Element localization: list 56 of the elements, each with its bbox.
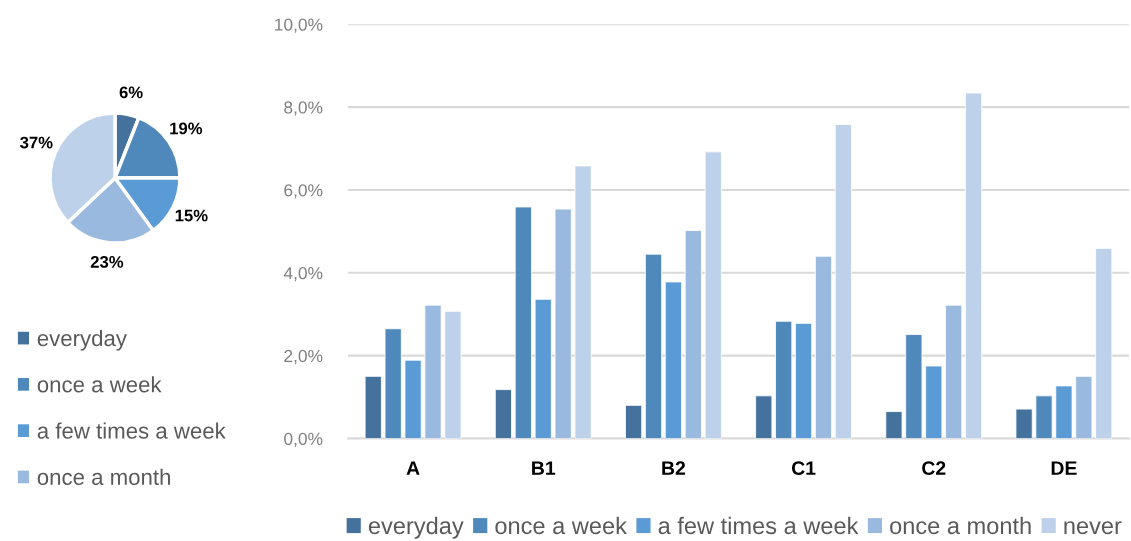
legend-label: once a week <box>37 376 162 393</box>
x-tick-label: B1 <box>532 461 556 475</box>
legend-label: once a month <box>37 468 170 486</box>
bar <box>364 375 382 439</box>
bar <box>834 124 852 439</box>
legend-label: a few times a week <box>658 516 859 535</box>
y-tick-label: 2,0% <box>284 349 323 365</box>
y-tick-label: 4,0% <box>283 266 323 282</box>
y-tick-label: 0,0% <box>284 432 323 448</box>
data-label: 37% <box>20 136 53 149</box>
bar <box>1035 395 1053 439</box>
bar <box>554 208 572 439</box>
bar <box>945 304 963 439</box>
y-tick-label: 8,0% <box>284 101 323 116</box>
bar <box>925 365 943 439</box>
bar <box>664 281 682 439</box>
legend-label: once a week <box>495 516 627 535</box>
x-tick-label: C2 <box>922 461 946 475</box>
bar <box>755 395 773 439</box>
bar <box>814 255 833 439</box>
bar <box>1095 247 1113 439</box>
bar <box>704 151 722 439</box>
legend-label: everyday <box>368 516 464 539</box>
data-label: 23% <box>90 256 124 268</box>
x-tick-label: B2 <box>662 461 686 475</box>
bar <box>574 165 592 439</box>
y-tick-label: 10,0% <box>275 18 323 33</box>
legend-label: once a month <box>890 516 1031 535</box>
data-label: 6% <box>119 86 143 99</box>
bar <box>514 206 532 439</box>
bar <box>775 320 793 439</box>
bar <box>384 328 402 439</box>
bar <box>1015 408 1033 439</box>
bar <box>965 92 983 439</box>
bar <box>534 298 552 439</box>
x-tick-label: A <box>406 461 420 475</box>
legend-label: everyday <box>37 329 127 351</box>
x-tick-label: C1 <box>791 461 816 475</box>
legend-label: never <box>1064 521 1122 535</box>
bar <box>885 411 903 439</box>
bar <box>684 230 702 439</box>
x-tick-label: DE <box>1051 461 1077 475</box>
bar <box>444 310 462 439</box>
bar <box>905 334 923 439</box>
bar <box>494 389 512 439</box>
data-label: 19% <box>170 122 203 135</box>
bar <box>795 322 813 439</box>
bar <box>1075 375 1093 439</box>
bar <box>644 253 663 439</box>
bar <box>625 404 643 439</box>
legend-label: a few times a week <box>37 422 226 439</box>
data-label: 15% <box>175 209 208 222</box>
bar <box>1055 385 1073 439</box>
y-tick-label: 6,0% <box>284 184 323 199</box>
bar <box>404 359 422 439</box>
bar <box>424 304 442 439</box>
